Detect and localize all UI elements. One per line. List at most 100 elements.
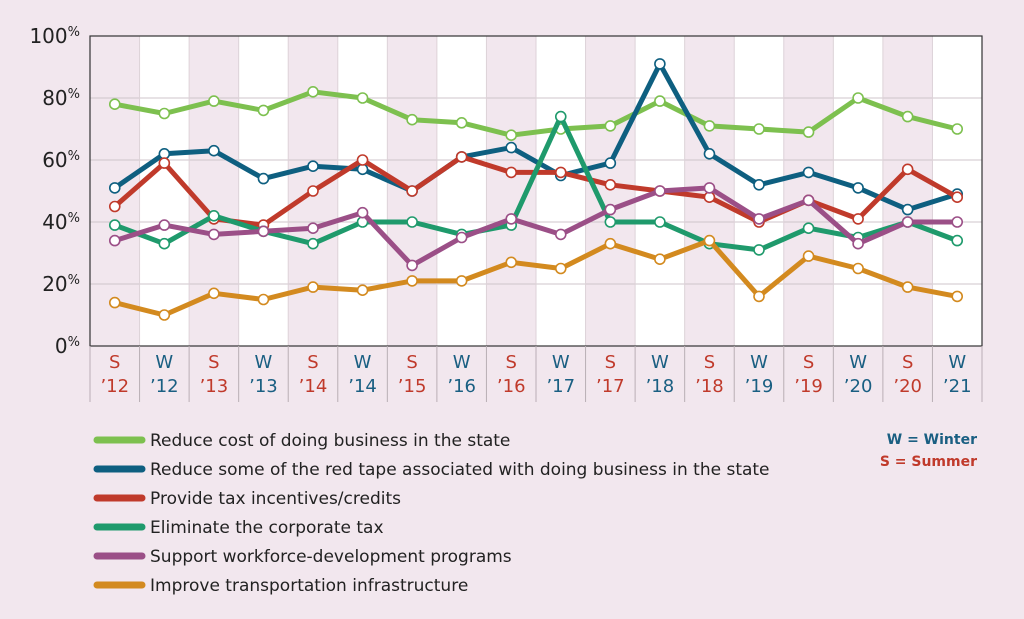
data-point [753,244,765,256]
data-point [108,296,121,309]
data-point [604,157,617,169]
x-tick-year: ’17 [546,376,575,397]
data-point [108,234,121,247]
data-point [654,216,666,228]
x-tick-year: ’20 [893,376,922,397]
season-key: W = Winter S = Summer [880,432,977,470]
data-point [356,163,369,176]
data-point [951,290,964,303]
data-point [455,231,468,244]
legend-label: Reduce some of the red tape associated w… [150,460,770,480]
legend-label: Provide tax incentives/credits [150,489,401,509]
x-tick-year: ’13 [200,376,229,397]
x-tick-season: W [750,352,768,373]
data-point [554,262,567,275]
x-tick-season: S [208,352,219,373]
data-point [951,234,964,247]
y-tick-label: 80% [42,86,80,110]
data-point [901,110,914,123]
x-tick-year: ’13 [249,376,278,397]
data-point [654,58,666,70]
data-point [604,120,617,132]
data-point [901,203,914,216]
data-point [455,117,468,129]
data-point [356,154,369,166]
data-point [356,284,369,297]
x-tick-year: ’18 [695,376,724,397]
data-point [307,160,319,172]
data-point [307,185,319,197]
x-tick-year: ’16 [447,376,476,397]
legend: Reduce cost of doing business in the sta… [93,431,770,596]
column-band [882,36,933,346]
data-point [753,179,765,191]
data-point [554,110,567,123]
x-tick-year: ’14 [299,376,328,397]
season-key-label: W = Winter [887,432,977,448]
data-point [158,157,171,169]
y-tick-label: 100% [29,24,80,48]
data-point [108,182,121,194]
data-point [604,237,617,250]
x-tick-year: ’12 [100,376,129,397]
series-line [112,114,960,253]
data-point [951,191,964,203]
data-point [951,216,964,228]
data-point [901,281,914,293]
x-tick-year: ’19 [794,376,823,397]
y-axis: 0% 20% 40% 60% 80% 100% [29,24,80,358]
data-point [307,86,319,98]
data-point [802,166,815,179]
data-point [208,95,220,107]
x-tick-season: S [704,352,715,373]
data-point [505,141,518,154]
data-point [901,163,914,176]
series-line [112,61,960,213]
data-point [703,120,716,132]
data-point [406,216,418,228]
x-tick-season: W [453,352,471,373]
data-point [208,144,220,157]
data-point [654,185,666,197]
x-tick-year: ’20 [844,376,873,397]
data-point [802,250,815,262]
data-point [158,309,171,321]
data-point [307,281,319,293]
data-point [108,98,121,110]
data-point [554,228,567,241]
x-tick-season: S [406,352,417,373]
x-tick-year: ’14 [348,376,377,397]
data-point [604,179,617,191]
x-tick-season: S [605,352,616,373]
data-point [753,290,765,303]
season-key-label: S = Summer [880,454,977,470]
series-line [112,238,960,318]
data-point [455,151,468,163]
x-tick-season: S [109,352,120,373]
data-point [158,237,171,250]
data-point [406,113,418,126]
data-point [158,219,171,231]
data-point [356,206,369,219]
legend-label: Eliminate the corporate tax [150,518,384,538]
x-tick-season: W [155,352,173,373]
data-point [604,203,617,216]
x-tick-season: W [255,352,273,373]
data-point [604,216,617,228]
data-point [802,222,815,234]
data-point [505,166,518,179]
x-tick-season: S [506,352,517,373]
data-point [753,123,765,135]
x-tick-season: S [307,352,318,373]
data-point [108,200,121,213]
data-point [455,275,468,287]
series-lines [108,58,964,321]
y-tick-label: 0% [55,334,80,358]
x-tick-season: W [948,352,966,373]
data-point [802,126,815,138]
data-point [257,172,270,185]
data-point [505,213,518,225]
data-point [852,262,864,275]
data-point [208,210,220,222]
